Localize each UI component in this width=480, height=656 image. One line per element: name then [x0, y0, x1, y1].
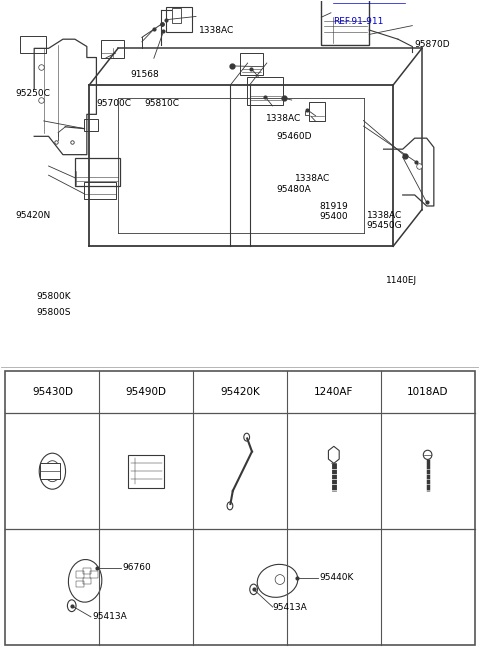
- Text: 1338AC: 1338AC: [367, 211, 402, 220]
- Text: 95420K: 95420K: [220, 387, 260, 397]
- Bar: [310, 102, 325, 121]
- Bar: [84, 119, 98, 131]
- Text: 95400: 95400: [319, 213, 348, 221]
- Text: 95490D: 95490D: [126, 387, 167, 397]
- Text: 1240AF: 1240AF: [314, 387, 353, 397]
- Text: 95800K: 95800K: [36, 292, 71, 301]
- Text: 95800S: 95800S: [36, 308, 71, 318]
- Text: 95700C: 95700C: [96, 99, 132, 108]
- Bar: [83, 577, 91, 584]
- Text: 1018AD: 1018AD: [407, 387, 448, 397]
- Bar: [20, 36, 46, 54]
- Bar: [101, 40, 124, 58]
- Bar: [84, 182, 116, 199]
- Bar: [240, 53, 263, 75]
- Bar: [128, 455, 164, 487]
- Text: 95460D: 95460D: [276, 133, 312, 141]
- Text: 95430D: 95430D: [32, 387, 73, 397]
- Text: 1140EJ: 1140EJ: [386, 276, 417, 285]
- Text: 81919: 81919: [319, 203, 348, 211]
- Bar: [75, 157, 120, 186]
- Text: 91568: 91568: [130, 70, 159, 79]
- Bar: [76, 581, 84, 587]
- Text: 1338AC: 1338AC: [199, 26, 235, 35]
- Bar: [83, 567, 91, 574]
- Text: 96760: 96760: [122, 564, 151, 572]
- Bar: [5, 371, 475, 646]
- Text: 95480A: 95480A: [276, 185, 311, 194]
- Bar: [172, 9, 180, 23]
- Text: 1338AC: 1338AC: [266, 114, 301, 123]
- Bar: [90, 571, 98, 577]
- Text: 95440K: 95440K: [320, 573, 354, 582]
- Text: 95870D: 95870D: [415, 40, 450, 49]
- Text: 1338AC: 1338AC: [295, 174, 330, 183]
- Bar: [247, 77, 283, 105]
- Text: REF.91-911: REF.91-911: [333, 17, 384, 26]
- Text: 95810C: 95810C: [144, 99, 179, 108]
- Text: 95250C: 95250C: [15, 89, 50, 98]
- Bar: [322, 0, 369, 45]
- Text: 95413A: 95413A: [273, 602, 308, 611]
- Text: 95450G: 95450G: [367, 220, 402, 230]
- Bar: [76, 571, 84, 577]
- Bar: [166, 7, 192, 32]
- Text: 95413A: 95413A: [92, 612, 127, 621]
- Bar: [40, 463, 60, 479]
- Text: 95420N: 95420N: [15, 211, 50, 220]
